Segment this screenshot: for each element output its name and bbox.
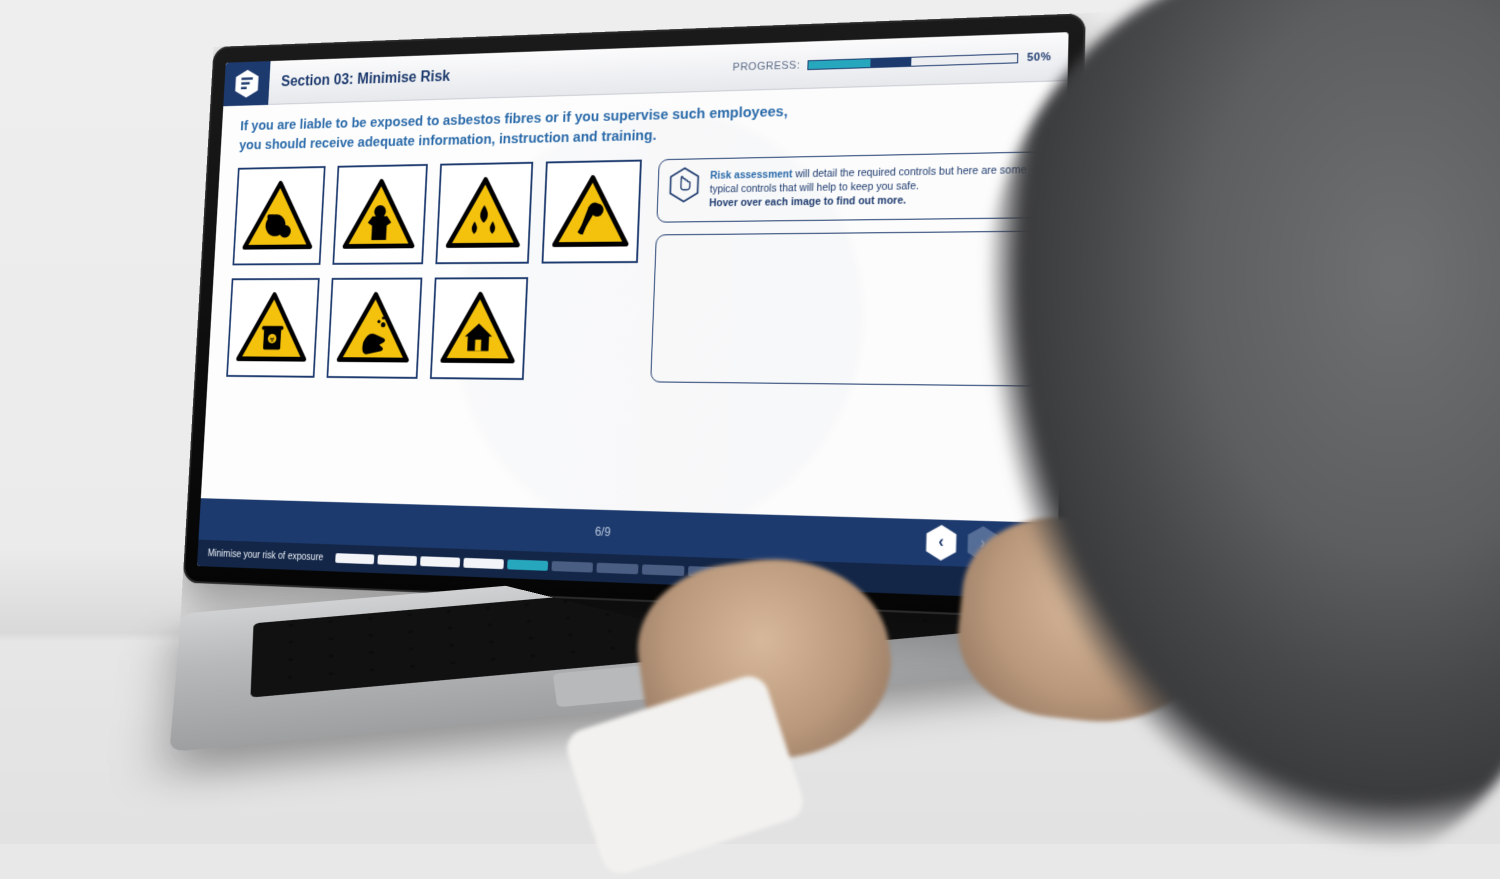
footer-segment[interactable] bbox=[463, 558, 504, 569]
footer-segment[interactable] bbox=[420, 556, 460, 567]
svg-text:☣: ☣ bbox=[269, 335, 275, 344]
respirator-hazard-icon bbox=[242, 179, 317, 252]
content-area: If you are liable to be exposed to asbes… bbox=[201, 81, 1068, 523]
info-panel: Risk assessment will detail the required… bbox=[656, 151, 1043, 222]
hand-tools-card[interactable] bbox=[542, 160, 642, 264]
info-strong: Risk assessment bbox=[710, 168, 793, 181]
coveralls-card[interactable] bbox=[332, 164, 427, 265]
brand-badge bbox=[223, 61, 270, 106]
footer-segment[interactable] bbox=[507, 559, 548, 570]
waste-disposal-card[interactable]: ☣ bbox=[226, 278, 320, 378]
footer-segment[interactable] bbox=[335, 553, 374, 564]
section-title: Section 03: Minimise Risk bbox=[277, 68, 450, 90]
footer-segment[interactable] bbox=[552, 561, 594, 573]
waste-bin-hazard-icon: ☣ bbox=[235, 291, 310, 364]
lead-paragraph: If you are liable to be exposed to asbes… bbox=[239, 100, 818, 155]
house-hazard-icon bbox=[439, 291, 518, 367]
info-text: Risk assessment will detail the required… bbox=[709, 163, 1029, 211]
footer-segment[interactable] bbox=[642, 564, 685, 576]
coveralls-hazard-icon bbox=[342, 177, 419, 251]
footer-label: Minimise your risk of exposure bbox=[207, 548, 323, 563]
wet-methods-card[interactable] bbox=[435, 162, 533, 264]
droplets-hazard-icon bbox=[445, 175, 524, 250]
footer-segments bbox=[335, 553, 731, 578]
footer-segment[interactable] bbox=[596, 563, 638, 575]
tools-hazard-icon bbox=[551, 173, 632, 250]
info-hover-line: Hover over each image to find out more. bbox=[709, 195, 906, 210]
prev-button[interactable]: ‹ bbox=[923, 522, 959, 563]
footer-segment[interactable] bbox=[377, 555, 417, 566]
progress-percent: 50% bbox=[1027, 51, 1052, 64]
chevron-left-icon: ‹ bbox=[938, 533, 944, 552]
progress-label: PROGRESS: bbox=[733, 59, 801, 73]
app-screen: Section 03: Minimise Risk PROGRESS: 50% … bbox=[197, 32, 1069, 600]
go-home-card[interactable] bbox=[430, 277, 528, 380]
person-silhouette bbox=[980, 0, 1500, 860]
respirator-card[interactable] bbox=[232, 166, 325, 265]
content-row: ☣ bbox=[226, 151, 1043, 386]
wash-hands-hazard-icon bbox=[336, 291, 413, 365]
progress-bar bbox=[808, 53, 1019, 70]
brand-hex-icon bbox=[232, 67, 262, 99]
page-counter: 6/9 bbox=[595, 525, 611, 539]
pointer-hex-icon bbox=[668, 169, 701, 201]
wash-hands-card[interactable] bbox=[327, 278, 423, 379]
progress-wrap: PROGRESS: 50% bbox=[733, 51, 1052, 74]
hazard-grid: ☣ bbox=[226, 160, 642, 382]
progress-fill-navy bbox=[870, 57, 912, 66]
progress-fill-teal bbox=[809, 59, 871, 69]
laptop-lid: Section 03: Minimise Risk PROGRESS: 50% … bbox=[183, 13, 1086, 620]
